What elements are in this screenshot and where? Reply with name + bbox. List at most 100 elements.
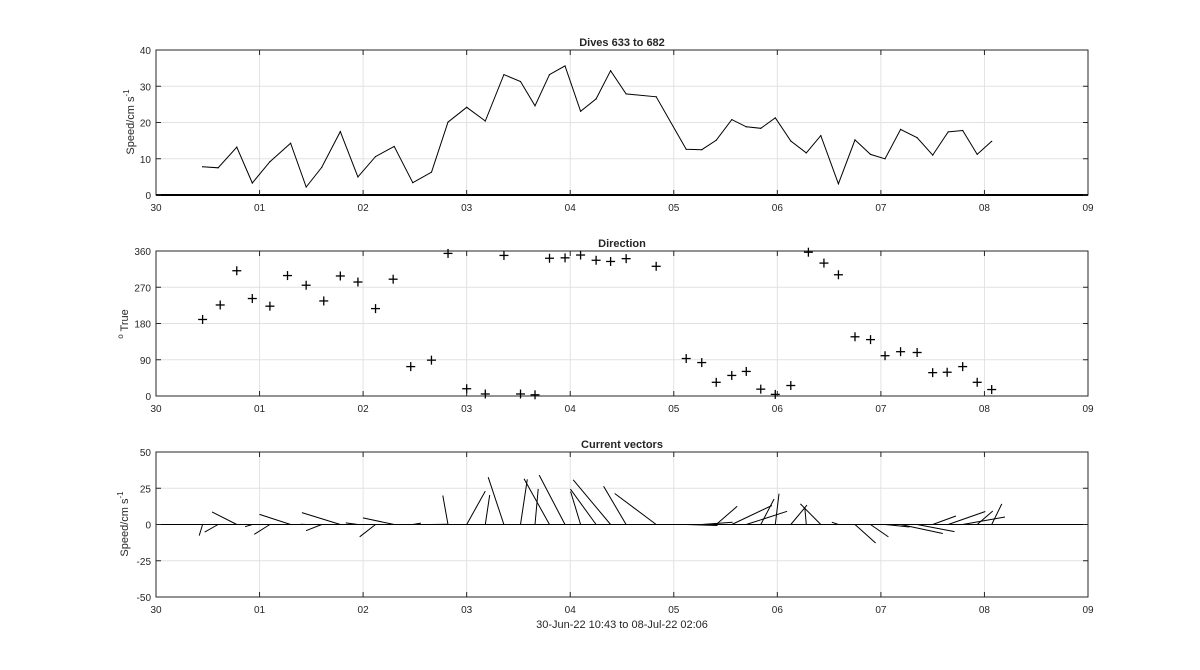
speed-chart-point	[321, 166, 323, 169]
direction-chart-point	[880, 351, 890, 361]
speed-chart-xtick-label: 06	[772, 203, 784, 214]
direction-chart-point	[819, 258, 829, 268]
speed-chart-point	[932, 154, 934, 156]
speed-chart-point	[962, 129, 964, 132]
vectors-chart-vector	[520, 479, 528, 525]
vectors-chart-ytick-label: -50	[137, 593, 152, 604]
direction-chart-point	[426, 355, 436, 365]
vectors-chart-vector	[760, 498, 775, 525]
vectors-chart-vector	[870, 524, 889, 538]
vectors-chart-vector	[715, 505, 738, 525]
direction-chart-point	[606, 256, 616, 266]
speed-chart-ticks: 30 01 02 03 04 05 06 07 08 09 0 10 20 30 40	[140, 46, 1094, 214]
speed-chart-point	[820, 134, 822, 137]
vectors-chart-vector	[204, 524, 219, 533]
speed-chart-speed-line	[202, 65, 993, 189]
vectors-chart-marks	[156, 474, 1088, 544]
vectors-chart-vector	[686, 524, 718, 526]
speed-chart-xtick-label: 03	[461, 203, 473, 214]
direction-chart-point	[247, 294, 257, 304]
vectors-chart-vector	[359, 524, 376, 538]
vectors-chart-vector	[976, 510, 994, 525]
direction-chart-point	[215, 300, 225, 310]
direction-chart-xtick-label: 04	[565, 404, 577, 415]
direction-chart-xtick-label: 02	[358, 404, 370, 415]
direction-chart-point	[560, 253, 570, 263]
speed-chart-point	[774, 117, 776, 119]
direction-chart-grid	[155, 250, 1089, 397]
direction-chart-ytick-label: 360	[134, 247, 151, 258]
direction-chart-point	[756, 384, 766, 394]
direction-chart-point	[353, 277, 363, 287]
direction-chart-point	[987, 385, 997, 395]
speed-chart-point	[916, 137, 918, 139]
direction-chart-xtick-label: 08	[979, 404, 991, 415]
vectors-chart-vector	[466, 490, 486, 525]
vectors-chart-vector	[211, 511, 238, 525]
vectors-chart-vector	[831, 521, 839, 525]
direction-chart-point	[697, 358, 707, 368]
direction-chart-point	[530, 390, 540, 400]
vectors-chart-xtick-label: 08	[979, 605, 991, 616]
direction-chart-point	[770, 389, 780, 399]
speed-chart-point	[837, 183, 840, 185]
direction-chart-point	[516, 389, 526, 399]
speed-chart-point	[430, 171, 433, 173]
speed-chart-point	[715, 139, 717, 141]
vectors-chart-vector	[800, 503, 822, 525]
speed-chart-point	[548, 74, 551, 76]
vectors-chart-vector	[614, 493, 657, 525]
direction-chart-point	[803, 247, 813, 257]
vectors-chart-vector	[569, 488, 597, 525]
direction-chart-point	[198, 314, 208, 324]
speed-chart-xtick-label: 09	[1082, 203, 1094, 214]
speed-chart-marks	[156, 65, 1088, 196]
vectors-chart-vector	[774, 493, 780, 525]
speed-chart-point	[251, 182, 253, 184]
direction-chart-point	[480, 389, 490, 399]
vectors-chart-panel: 30 01 02 03 04 05 06 07 08 09 -50 -25 0 25 50 Current …	[116, 439, 1094, 631]
speed-chart-xtick-label: 30	[150, 203, 162, 214]
vectors-chart-vector	[731, 505, 773, 525]
vectors-chart-vector	[362, 517, 395, 525]
speed-chart-point	[269, 161, 271, 163]
speed-chart-panel: 30 01 02 03 04 05 06 07 08 09 0 10 20 30 40 Dives 633 …	[122, 37, 1094, 214]
direction-chart-point	[545, 253, 555, 263]
direction-chart-point	[741, 366, 751, 376]
speed-chart-point	[595, 98, 597, 100]
vectors-chart-vector	[917, 524, 955, 533]
direction-chart-point	[727, 370, 737, 380]
vectors-chart-vector	[484, 494, 491, 525]
vectors-chart-vector	[301, 512, 341, 525]
speed-chart-xtick-label: 04	[565, 203, 577, 214]
direction-chart-point	[283, 271, 293, 281]
direction-chart-xtick-label: 30	[150, 404, 162, 415]
speed-chart-xtick-label: 01	[254, 203, 266, 214]
direction-chart-point	[711, 377, 721, 387]
direction-chart-point	[621, 254, 631, 264]
vectors-chart-xlabel: 30-Jun-22 10:43 to 08-Jul-22 02:06	[536, 619, 708, 631]
vectors-chart-vector	[991, 503, 1003, 525]
vectors-chart-vector	[804, 507, 807, 525]
speed-chart-point	[447, 121, 449, 123]
direction-chart-point	[265, 301, 275, 311]
speed-chart-xtick-label: 08	[979, 203, 991, 214]
vectors-chart-vector	[305, 524, 322, 532]
vectors-chart-vector	[948, 511, 986, 525]
vectors-chart-vector	[198, 524, 204, 536]
vectors-chart-xtick-label: 09	[1082, 605, 1094, 616]
speed-chart-point	[701, 149, 703, 151]
speed-chart-point	[217, 167, 219, 169]
vectors-chart-xtick-label: 07	[875, 605, 887, 616]
vectors-chart-xtick-label: 30	[150, 605, 162, 616]
speed-chart-point	[484, 120, 486, 122]
direction-chart-ytick-label: 90	[140, 356, 152, 367]
direction-chart-xtick-label: 03	[461, 404, 473, 415]
speed-chart-point	[854, 139, 856, 141]
speed-chart-point	[760, 127, 762, 129]
speed-chart-ytick-label: 0	[145, 191, 151, 202]
vectors-chart-vector	[900, 524, 943, 534]
speed-chart-point	[655, 96, 657, 98]
direction-chart-point	[833, 270, 843, 280]
